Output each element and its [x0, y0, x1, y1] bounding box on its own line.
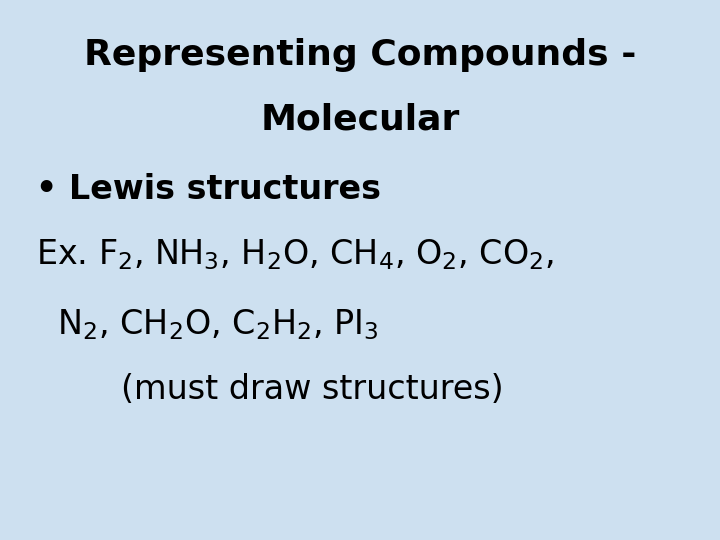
Text: • Lewis structures: • Lewis structures: [36, 173, 381, 206]
Text: (must draw structures): (must draw structures): [36, 373, 503, 406]
Text: N$_2$, CH$_2$O, C$_2$H$_2$, PI$_3$: N$_2$, CH$_2$O, C$_2$H$_2$, PI$_3$: [36, 308, 379, 342]
Text: Molecular: Molecular: [261, 103, 459, 137]
Text: Ex. F$_2$, NH$_3$, H$_2$O, CH$_4$, O$_2$, CO$_2$,: Ex. F$_2$, NH$_3$, H$_2$O, CH$_4$, O$_2$…: [36, 238, 554, 272]
Text: Representing Compounds -: Representing Compounds -: [84, 38, 636, 72]
